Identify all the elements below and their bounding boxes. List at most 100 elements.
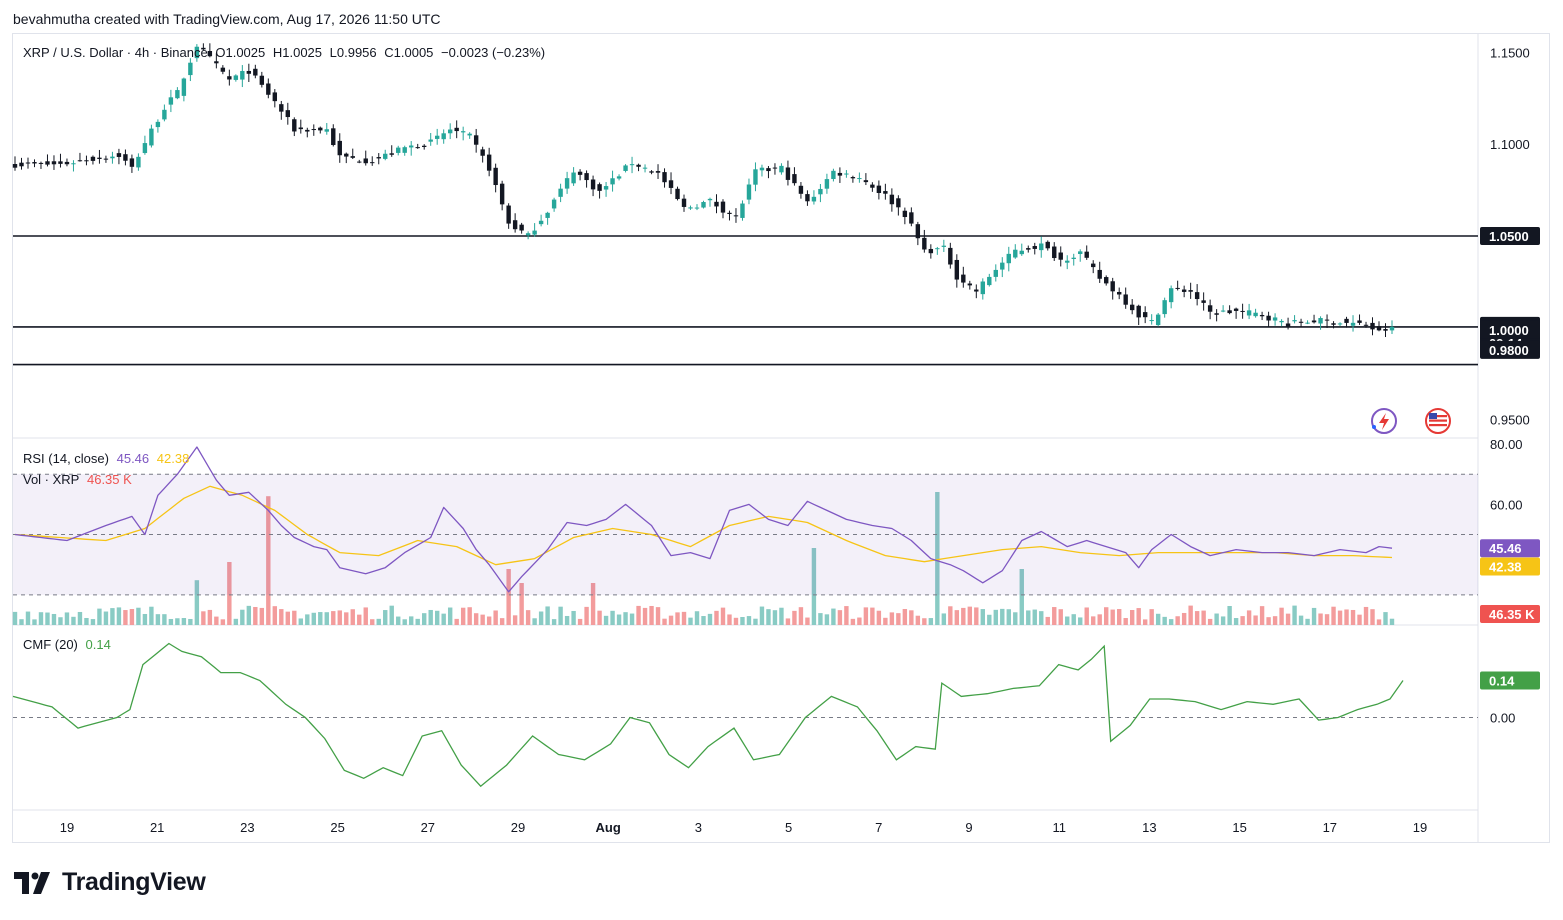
candle[interactable]	[1149, 314, 1154, 325]
candle[interactable]	[454, 120, 459, 139]
candle[interactable]	[1337, 322, 1343, 327]
cmf-line[interactable]	[12, 642, 1404, 788]
lightning-icon[interactable]	[1371, 408, 1397, 434]
candle[interactable]	[538, 214, 544, 227]
candle[interactable]	[467, 132, 472, 139]
candle[interactable]	[798, 182, 804, 199]
candle[interactable]	[857, 172, 862, 183]
candle[interactable]	[1227, 305, 1232, 315]
candle[interactable]	[259, 71, 265, 88]
candle[interactable]	[759, 164, 765, 177]
candle[interactable]	[792, 167, 797, 186]
candle[interactable]	[740, 200, 745, 221]
candle[interactable]	[753, 162, 758, 192]
candle[interactable]	[1246, 303, 1252, 320]
candle[interactable]	[1123, 287, 1128, 309]
candle[interactable]	[168, 89, 174, 113]
candle[interactable]	[688, 205, 693, 210]
candle[interactable]	[961, 266, 966, 288]
candle[interactable]	[350, 148, 355, 160]
candle[interactable]	[980, 278, 985, 300]
candle[interactable]	[1032, 242, 1037, 255]
candle[interactable]	[363, 150, 368, 166]
candle[interactable]	[766, 166, 771, 179]
candle[interactable]	[142, 135, 148, 155]
candle[interactable]	[967, 280, 973, 290]
candle[interactable]	[1298, 318, 1304, 327]
candle[interactable]	[77, 152, 83, 162]
candle[interactable]	[694, 204, 700, 211]
candle[interactable]	[1026, 245, 1031, 253]
candle[interactable]	[1162, 297, 1167, 318]
candle[interactable]	[675, 186, 680, 201]
candle[interactable]	[915, 221, 921, 246]
candle[interactable]	[1272, 313, 1278, 326]
candle[interactable]	[311, 124, 316, 136]
candle[interactable]	[1233, 307, 1239, 319]
candle[interactable]	[681, 194, 687, 212]
candle[interactable]	[577, 169, 583, 181]
candle[interactable]	[1201, 292, 1206, 311]
candle[interactable]	[844, 170, 849, 178]
candle[interactable]	[701, 200, 706, 209]
candle[interactable]	[870, 182, 875, 192]
candle[interactable]	[1259, 311, 1265, 321]
candle[interactable]	[1253, 308, 1258, 318]
candle[interactable]	[1006, 246, 1011, 272]
candle[interactable]	[493, 163, 498, 193]
candle[interactable]	[558, 183, 563, 203]
candle[interactable]	[175, 87, 180, 100]
candle[interactable]	[1097, 261, 1102, 283]
candle[interactable]	[1207, 299, 1213, 320]
candle[interactable]	[850, 175, 856, 183]
candle[interactable]	[1214, 309, 1219, 322]
candle[interactable]	[181, 77, 187, 102]
candle[interactable]	[155, 119, 161, 133]
candle[interactable]	[642, 164, 648, 173]
candle[interactable]	[129, 154, 135, 173]
candle[interactable]	[1013, 244, 1018, 259]
candle[interactable]	[993, 264, 998, 282]
candle[interactable]	[227, 69, 232, 86]
candle[interactable]	[1039, 236, 1044, 258]
candle[interactable]	[324, 122, 329, 135]
candle[interactable]	[402, 145, 407, 156]
candle[interactable]	[389, 145, 394, 157]
candle[interactable]	[896, 195, 901, 216]
candle[interactable]	[1370, 317, 1375, 336]
candle[interactable]	[1383, 323, 1388, 338]
rsi-value-tag[interactable]: 45.46	[1480, 539, 1540, 558]
candle[interactable]	[409, 141, 414, 156]
candle[interactable]	[655, 164, 661, 179]
candle[interactable]	[1188, 282, 1193, 299]
candle[interactable]	[987, 273, 992, 287]
candle[interactable]	[214, 53, 219, 69]
candle[interactable]	[32, 159, 37, 168]
candle[interactable]	[616, 174, 622, 181]
candle[interactable]	[733, 208, 739, 223]
rsi-line[interactable]	[14, 446, 1393, 593]
candle[interactable]	[974, 284, 979, 299]
candle[interactable]	[922, 229, 927, 253]
candle[interactable]	[441, 129, 446, 144]
candle[interactable]	[1266, 311, 1271, 328]
candle[interactable]	[1000, 257, 1005, 278]
candle[interactable]	[1350, 315, 1356, 332]
candle[interactable]	[831, 168, 836, 182]
candle[interactable]	[207, 43, 213, 58]
level-1-tag[interactable]: 1.0500	[1480, 227, 1540, 245]
candle[interactable]	[194, 44, 200, 62]
candle[interactable]	[337, 133, 342, 163]
candle[interactable]	[376, 153, 381, 165]
candle[interactable]	[97, 149, 102, 164]
candle[interactable]	[344, 152, 349, 164]
candle[interactable]	[610, 170, 615, 192]
candle[interactable]	[876, 180, 882, 200]
candle[interactable]	[233, 74, 239, 82]
candle[interactable]	[1071, 253, 1076, 266]
candle[interactable]	[422, 144, 427, 150]
candle[interactable]	[103, 155, 109, 163]
candle[interactable]	[71, 160, 76, 172]
candle[interactable]	[818, 183, 823, 203]
candle[interactable]	[370, 156, 375, 166]
